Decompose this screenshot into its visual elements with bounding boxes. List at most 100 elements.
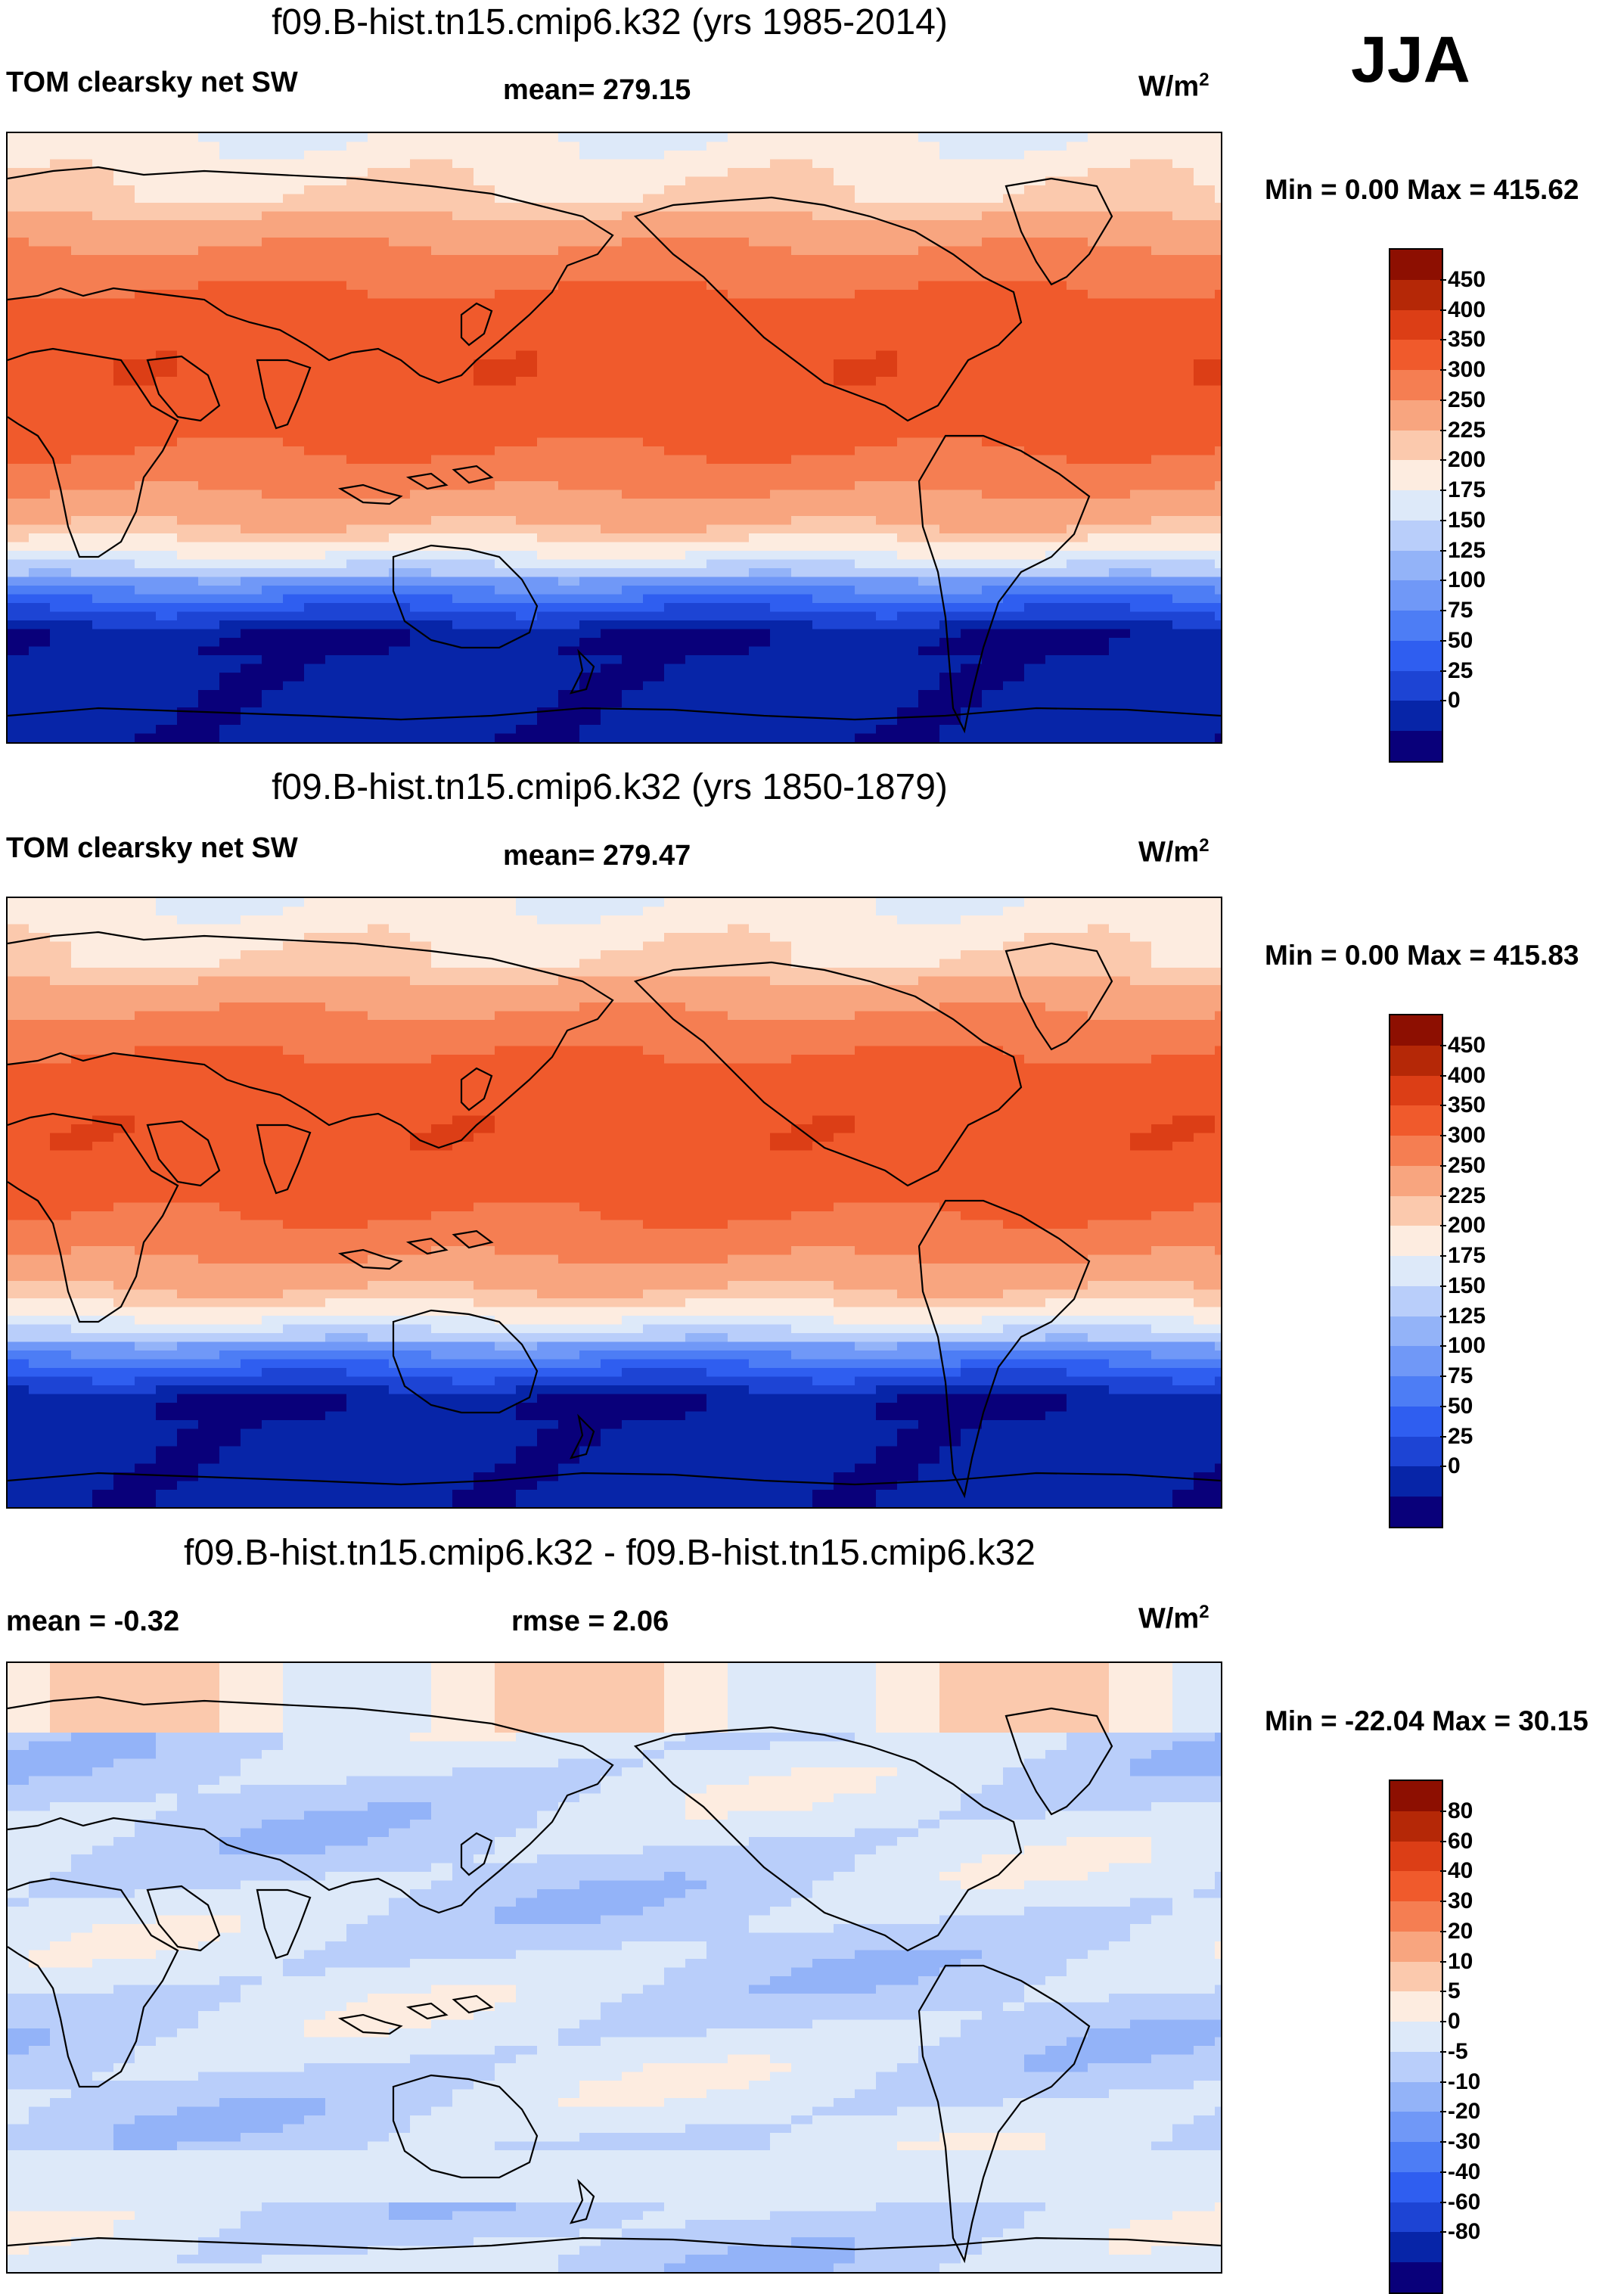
field-cell (939, 734, 961, 743)
field-cell (304, 160, 326, 169)
field-cell (346, 898, 368, 907)
field-cell (812, 612, 834, 621)
field-cell (1067, 950, 1088, 959)
field-cell (1172, 177, 1194, 186)
field-cell (1215, 682, 1221, 691)
field-cell (8, 255, 29, 264)
field-cell (1172, 699, 1194, 708)
field-cell (1151, 959, 1173, 968)
field-cell (855, 933, 877, 942)
field-cell (346, 290, 368, 299)
field-cell (622, 907, 644, 916)
field-cell (368, 185, 390, 194)
field-cell (770, 238, 792, 247)
field-cell (474, 690, 495, 699)
field-cell (939, 325, 961, 334)
field-cell (834, 542, 855, 552)
field-cell (304, 734, 326, 743)
field-cell (876, 898, 898, 907)
field-cell (1109, 403, 1131, 412)
field-cell (304, 925, 326, 934)
field-cell (706, 586, 728, 595)
field-cell (92, 542, 114, 552)
field-cell (622, 629, 644, 639)
field-cell (664, 690, 686, 699)
field-cell (304, 516, 326, 525)
field-cell (876, 933, 898, 942)
field-cell (29, 325, 51, 334)
field-cell (431, 412, 453, 421)
field-cell (812, 707, 834, 716)
field-cell (961, 707, 983, 716)
field-cell (135, 586, 157, 595)
field-cell (1151, 1020, 1173, 1029)
field-cell (812, 629, 834, 639)
field-cell (1109, 638, 1131, 647)
field-cell (601, 734, 623, 743)
field-cell (897, 620, 919, 629)
field-cell (262, 994, 284, 1003)
field-cell (1045, 690, 1067, 699)
field-cell (177, 682, 199, 691)
field-cell (92, 985, 114, 994)
field-cell (1151, 950, 1173, 959)
field-cell (389, 325, 411, 334)
field-cell (918, 307, 940, 316)
field-cell (135, 725, 157, 734)
field-cell (452, 386, 474, 395)
field-cell (834, 560, 855, 569)
field-cell (685, 168, 707, 177)
field-cell (8, 629, 29, 639)
field-cell (834, 185, 855, 194)
field-cell (834, 595, 855, 604)
field-cell (283, 264, 305, 273)
field-cell (304, 560, 326, 569)
field-cell (29, 299, 51, 308)
field-cell (812, 933, 834, 942)
field-cell (685, 560, 707, 569)
field-cell (1109, 455, 1131, 465)
field-cell (1151, 1002, 1173, 1012)
field-cell (452, 203, 474, 212)
field-cell (749, 412, 771, 421)
field-cell (876, 1002, 898, 1012)
field-cell (135, 168, 157, 177)
field-cell (452, 168, 474, 177)
field-cell (474, 203, 495, 212)
field-cell (749, 612, 771, 621)
panel-1-field-svg (8, 133, 1221, 742)
field-cell (71, 734, 93, 743)
field-cell (1024, 542, 1046, 552)
field-cell (431, 655, 453, 664)
field-cell (1109, 307, 1131, 316)
field-cell (685, 499, 707, 508)
field-cell (368, 212, 390, 221)
field-cell (897, 551, 919, 560)
field-cell (685, 359, 707, 368)
field-cell (241, 734, 262, 743)
field-cell (516, 716, 538, 726)
field-cell (558, 133, 580, 142)
field-cell (516, 977, 538, 986)
field-cell (622, 699, 644, 708)
field-cell (664, 942, 686, 951)
field-cell (156, 925, 178, 934)
field-cell (113, 586, 135, 595)
field-cell (304, 1012, 326, 1021)
field-cell (304, 638, 326, 647)
field-cell (29, 516, 51, 525)
field-cell (558, 629, 580, 639)
field-cell (982, 194, 1004, 204)
field-cell (961, 247, 983, 256)
field-cell (135, 950, 157, 959)
field-cell (92, 525, 114, 534)
field-cell (368, 525, 390, 534)
field-cell (262, 647, 284, 656)
field-cell (1003, 455, 1025, 465)
field-cell (749, 394, 771, 403)
field-cell (262, 533, 284, 542)
field-cell (177, 655, 199, 664)
field-cell (452, 690, 474, 699)
field-cell (664, 464, 686, 473)
field-cell (474, 508, 495, 517)
